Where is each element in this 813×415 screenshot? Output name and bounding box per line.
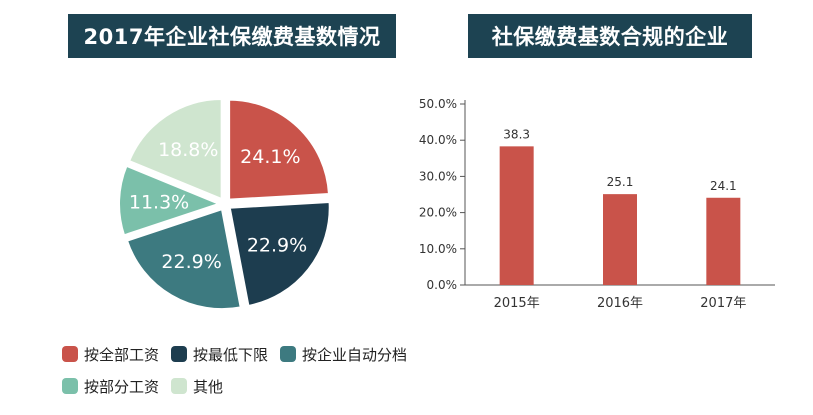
y-tick-label: 20.0% [419,206,457,220]
legend-swatch [280,346,297,362]
legend-swatch [171,378,188,394]
pie-slice [228,98,331,201]
pie-chart-title: 2017年企业社保缴费基数情况 [68,14,396,58]
pie-slice [228,200,331,308]
bar [603,194,637,285]
bar-value-label: 25.1 [607,175,634,189]
pie-slice-label: 24.1% [240,146,300,168]
bar [499,146,534,285]
y-tick-label: 40.0% [419,133,457,147]
legend-item-other: 其他 [171,376,223,397]
bar [706,197,741,285]
legend-label: 按全部工资 [84,345,160,364]
legend-swatch [62,346,78,362]
pie-slice [127,98,223,201]
legend-label: 按企业自动分档 [302,345,408,364]
legend-swatch [62,378,78,394]
legend-item-partial-wage: 按部分工资 [62,376,159,397]
y-tick-label: 10.0% [419,242,457,256]
y-tick-label: 0.0% [427,278,458,292]
legend-label: 按最低下限 [193,345,269,364]
pie-slice-label: 18.8% [158,139,218,161]
bar-value-label: 38.3 [503,127,530,141]
legend-row-1: 按全部工资 按最低下限 按企业自动分档 [62,342,442,366]
pie-slice-label: 22.9% [247,235,307,257]
legend-item-auto-tier: 按企业自动分档 [280,344,407,365]
x-tick-label: 2016年 [597,296,643,311]
pie-slice-label: 11.3% [129,192,189,214]
pie-slice-label: 22.9% [161,251,221,273]
x-tick-label: 2015年 [494,296,540,311]
legend-label: 其他 [193,377,224,396]
bar-value-label: 24.1 [710,179,737,193]
pie-slice [125,207,242,311]
pie-legend: 按全部工资 按最低下限 按企业自动分档 按部分工资 其他 [62,342,442,406]
legend-row-2: 按部分工资 其他 [62,374,442,398]
y-tick-label: 50.0% [419,97,457,111]
legend-item-full-wage: 按全部工资 [62,344,159,365]
legend-item-minimum: 按最低下限 [171,344,268,365]
y-tick-label: 30.0% [419,169,457,183]
legend-swatch [171,346,188,362]
bar-chart-title: 社保缴费基数合规的企业 [468,14,752,58]
pie-slice [118,164,222,237]
legend-label: 按部分工资 [84,377,160,396]
x-tick-label: 2017年 [700,296,746,311]
